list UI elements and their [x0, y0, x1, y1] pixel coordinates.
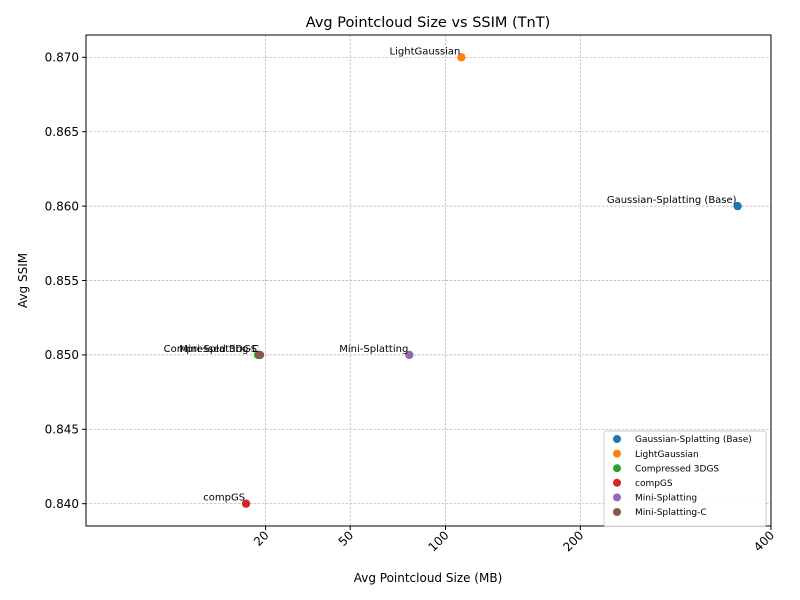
y-tick-label: 0.855	[45, 274, 79, 288]
point-annotations: Gaussian-Splatting (Base) LightGaussian Co…	[164, 46, 737, 503]
data-points	[241, 53, 742, 508]
point-annotation: LightGaussian	[390, 46, 461, 57]
legend-label: Gaussian-Splatting (Base)	[635, 435, 752, 445]
y-tick-label: 0.870	[45, 51, 79, 65]
y-tick-label: 0.865	[45, 125, 79, 139]
legend-label: Mini-Splatting	[635, 494, 697, 504]
y-tick-label: 0.850	[45, 348, 79, 362]
y-tick-label: 0.860	[45, 199, 79, 213]
legend-label: compGS	[635, 479, 673, 489]
legend-frame	[603, 430, 767, 528]
data-point	[255, 350, 265, 360]
legend-label: Compressed 3DGS	[635, 464, 719, 474]
y-tick-label: 0.840	[45, 497, 79, 511]
legend-marker	[613, 493, 621, 502]
chart-title: Avg Pointcloud Size vs SSIM (TnT)	[306, 15, 550, 31]
data-point	[733, 201, 742, 211]
legend: Gaussian-Splatting (Base) LightGaussian Co…	[603, 430, 767, 528]
legend-marker	[613, 478, 621, 487]
x-axis-label: Avg Pointcloud Size (MB)	[354, 571, 503, 585]
data-point	[241, 499, 251, 508]
y-tick-label: 0.845	[45, 423, 79, 437]
legend-marker	[613, 508, 621, 516]
legend-marker	[613, 435, 621, 443]
legend-label: LightGaussian	[635, 450, 699, 460]
data-point	[457, 53, 466, 62]
point-annotation: Gaussian-Splatting (Base)	[607, 195, 737, 206]
data-point	[405, 350, 414, 360]
point-annotation: Compressed 3DGS	[164, 344, 258, 355]
point-annotation: compGS	[203, 493, 245, 504]
legend-label: Mini-Splatting-C	[635, 508, 707, 518]
point-annotation: Mini-Splatting-C	[179, 344, 259, 355]
y-axis-label: Avg SSIM	[16, 253, 30, 308]
point-annotation: Mini-Splatting	[339, 344, 408, 355]
legend-marker	[613, 464, 621, 473]
legend-marker	[613, 449, 621, 458]
